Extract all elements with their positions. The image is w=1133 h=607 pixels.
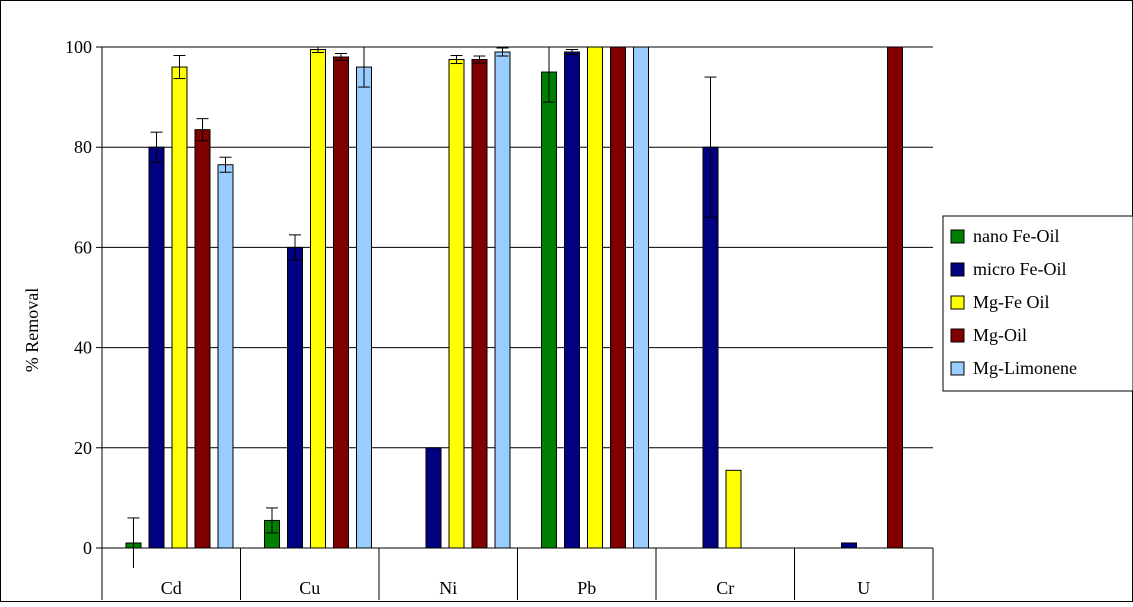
bar-cd-micro-fe-oil [148,146,165,549]
bar-cd-mg-fe-oil [171,66,188,549]
y-tick-label: 100 [65,37,92,57]
bar-cr-mg-fe-oil [725,469,742,549]
bar-ni-micro-fe-oil [425,447,442,549]
bar-cu-mg-fe-oil [310,49,326,549]
x-tick-label-pb: Pb [577,578,596,598]
y-tick-label: 40 [74,338,92,358]
bar-pb-mg-oil [610,46,626,549]
bar-cu-micro-fe-oil [287,246,303,549]
y-tick-label: 20 [74,438,92,458]
bar-cd-mg-limonene [217,164,234,549]
bar-u-mg-oil [887,46,903,549]
legend-swatch [950,229,965,244]
legend-swatch [950,262,965,277]
gridlines [102,46,933,449]
bar-pb-nano-fe-oil [541,71,557,549]
bar-cd-mg-oil [194,129,211,549]
bar-ni-mg-fe-oil [448,59,465,549]
y-tick-label: 80 [74,137,92,157]
bar-pb-mg-fe-oil [587,46,603,549]
bar-pb-micro-fe-oil [564,51,580,549]
bar-cu-mg-limonene [356,66,372,549]
x-tick-label-cr: Cr [716,578,734,598]
legend: nano Fe-Oil micro Fe-Oil Mg-Fe Oil Mg-Oil Mg… [942,215,1133,392]
y-axis-label: % Removal [22,288,42,372]
legend-label: Mg-Limonene [973,358,1077,378]
bars [125,46,903,549]
legend-box [942,215,1133,392]
y-tick-label: 0 [83,538,92,558]
legend-label: nano Fe-Oil [973,226,1059,246]
y-tick-label: 60 [74,237,92,257]
bar-ni-mg-limonene [494,51,511,549]
error-bars [127,46,717,569]
bar-pb-mg-limonene [633,46,649,549]
bar-cu-mg-oil [333,56,349,549]
x-tick-label-cu: Cu [299,578,320,598]
legend-swatch [950,361,965,376]
x-tick-label-ni: Ni [439,578,457,598]
legend-label: Mg-Fe Oil [973,292,1050,312]
bar-ni-mg-oil [471,59,488,549]
x-tick-label-cd: Cd [161,578,182,598]
axes: 0 20 40 60 80 100 Cd Cu Ni Pb Cr U [65,37,934,600]
legend-swatch [950,295,965,310]
x-tick-label-u: U [857,578,870,598]
bar-u-micro-fe-oil [841,542,857,549]
legend-label: micro Fe-Oil [973,259,1066,279]
legend-label: Mg-Oil [973,325,1027,345]
legend-swatch [950,328,965,343]
